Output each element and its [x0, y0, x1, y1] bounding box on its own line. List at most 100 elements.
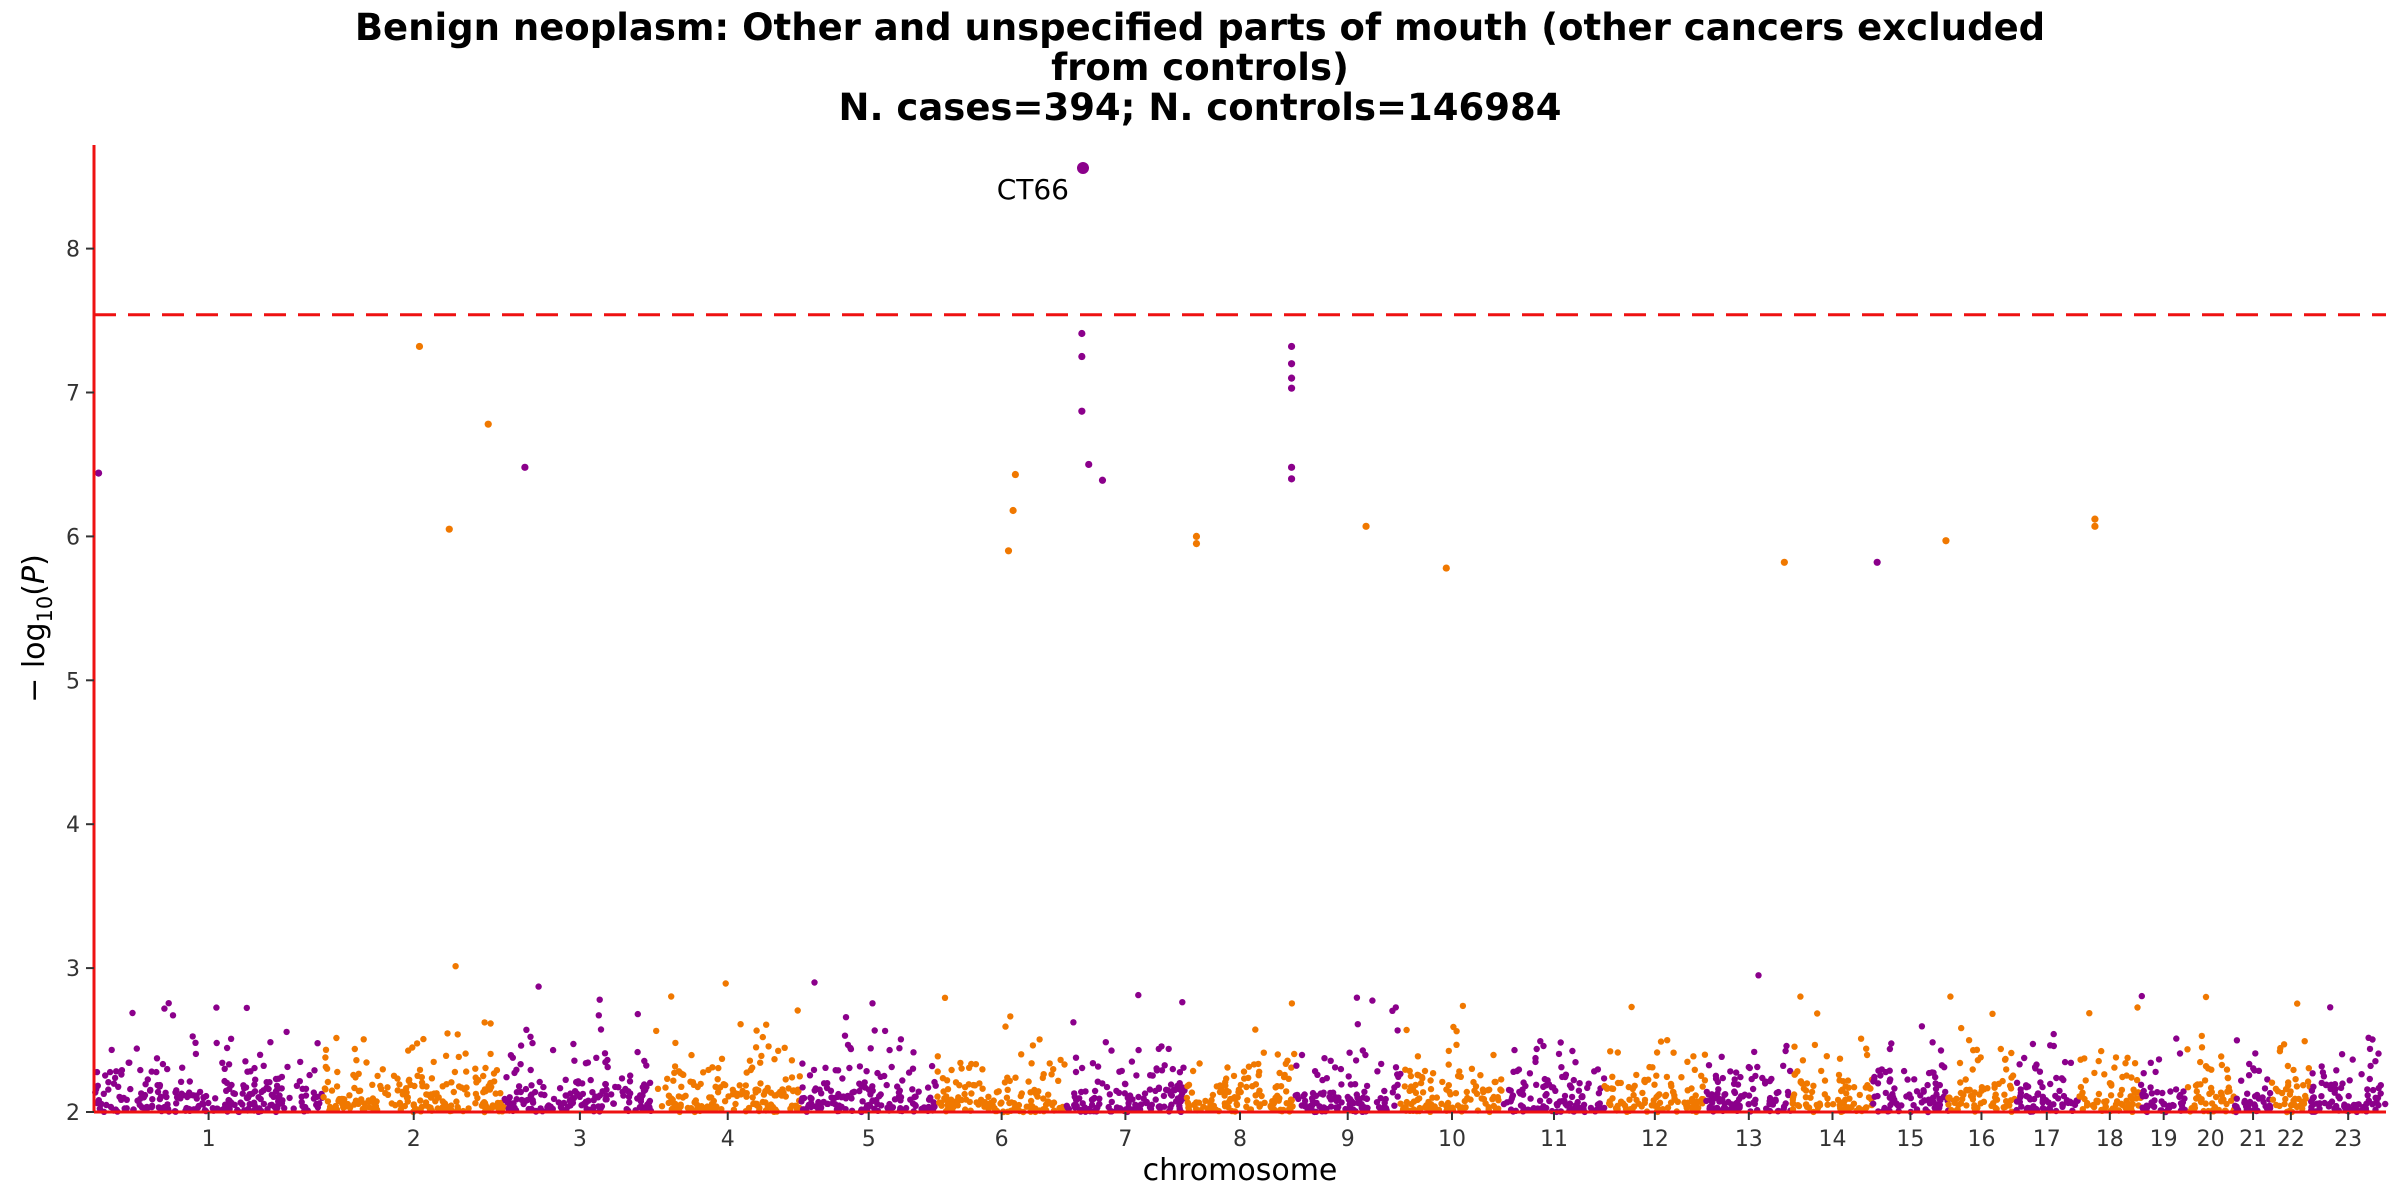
snp-point: [1351, 1081, 1359, 1088]
snp-point: [1167, 1091, 1175, 1098]
snp-point: [125, 1059, 132, 1066]
snp-point: [439, 1098, 446, 1105]
snp-point: [718, 1055, 726, 1063]
x-tick-label: 23: [2334, 1127, 2362, 1152]
snp-point: [2323, 1081, 2330, 1088]
snp-point: [2276, 1102, 2283, 1110]
snp-point: [1094, 1063, 1102, 1070]
snp-point: [1102, 1039, 1110, 1046]
snp-point: [1108, 1098, 1116, 1106]
snp-point: [2077, 1083, 2085, 1091]
snp-point: [1414, 1053, 1422, 1060]
snp-point: [1338, 1099, 1345, 1106]
snp-point: [2331, 1105, 2338, 1112]
snp-point: [1500, 1100, 1508, 1108]
snp-point: [1537, 1038, 1544, 1045]
snp-point: [1446, 1104, 1454, 1112]
snp-point: [1945, 1101, 1952, 1108]
snp-point: [1924, 1081, 1931, 1089]
chromosome-21-points: [2231, 1037, 2274, 1116]
snp-point: [812, 1103, 819, 1110]
snp-point: [1237, 1081, 1245, 1089]
snp-point: [1467, 1096, 1474, 1103]
snp-point: [1326, 1093, 1333, 1101]
snp-point: [455, 1083, 463, 1090]
snp-point: [1452, 1090, 1460, 1097]
snp-point: [924, 1084, 932, 1091]
snp-point: [1072, 1054, 1080, 1061]
x-tick-label: 8: [1233, 1127, 1247, 1152]
snp-point: [451, 1068, 459, 1076]
snp-point: [2148, 1090, 2156, 1097]
snp-point: [1133, 1072, 1140, 1079]
snp-point: [2184, 1084, 2192, 1091]
snp-point: [985, 1093, 992, 1101]
snp-point: [1641, 1099, 1649, 1107]
snp-point: [1137, 1101, 1145, 1108]
snp-point: [1076, 1095, 1083, 1102]
y-axis-title: − log10(P): [17, 554, 57, 703]
snp-point: [911, 1093, 918, 1101]
snp-point: [1188, 1089, 1196, 1096]
snp-point: [1775, 1088, 1782, 1096]
snp-point: [1445, 1082, 1453, 1089]
snp-point: [1288, 1064, 1295, 1071]
chromosome-15-points: [1870, 1023, 1952, 1116]
snp-point: [961, 1090, 968, 1098]
snp-point: [1490, 1102, 1498, 1110]
snp-point: [482, 1064, 489, 1072]
snp-point: [1116, 1068, 1123, 1075]
snp-point: [1733, 1069, 1740, 1076]
snp-point: [654, 1085, 662, 1093]
snp-point: [1734, 1081, 1742, 1088]
snp-point: [1141, 1090, 1149, 1097]
snp-point: [1795, 1102, 1803, 1110]
snp-point: [856, 1063, 864, 1070]
snp-point: [1814, 1010, 1821, 1017]
snp-point: [177, 1078, 185, 1086]
snp-point: [1140, 1095, 1147, 1102]
snp-point: [1808, 1088, 1816, 1096]
snp-point: [228, 1081, 235, 1089]
snp-point: [1129, 1096, 1136, 1103]
snp-point: [355, 1100, 362, 1108]
snp-point: [1255, 1060, 1262, 1068]
snp-point: [159, 1060, 167, 1068]
snp-point: [1797, 993, 1804, 1000]
snp-point: [1970, 1047, 1977, 1054]
snp-point: [2208, 1100, 2216, 1107]
snp-point: [450, 1088, 457, 1096]
snp-point: [221, 1065, 228, 1073]
snp-point: [1752, 1072, 1759, 1080]
snp-point: [771, 1056, 778, 1063]
hit-point: [1287, 475, 1296, 483]
snp-point: [195, 1102, 202, 1110]
snp-point: [1546, 1097, 1553, 1105]
chromosome-9-points: [1292, 994, 1404, 1116]
snp-point: [753, 1102, 760, 1109]
snp-point: [481, 1086, 489, 1093]
snp-point: [788, 1057, 796, 1064]
snp-point: [1664, 1104, 1672, 1111]
snp-point: [2018, 1103, 2025, 1110]
snp-point: [987, 1099, 994, 1107]
snp-point: [154, 1082, 161, 1089]
snp-point: [1708, 1091, 1716, 1098]
snp-point: [1055, 1077, 1062, 1085]
snp-point: [1791, 1043, 1798, 1050]
snp-point: [432, 1098, 439, 1105]
snp-point: [1445, 1061, 1452, 1068]
snp-point: [164, 1065, 171, 1073]
snp-point: [1984, 1085, 1991, 1092]
snp-point: [297, 1058, 304, 1066]
snp-point: [1561, 1092, 1569, 1100]
snp-point: [299, 1085, 306, 1093]
snp-point: [489, 1104, 496, 1111]
snp-point: [1333, 1104, 1340, 1111]
snp-point: [1701, 1077, 1709, 1084]
snp-point: [1156, 1105, 1164, 1112]
snp-point: [324, 1098, 332, 1105]
snp-point: [2134, 1004, 2141, 1011]
snp-point: [2144, 1103, 2151, 1111]
snp-point: [604, 1056, 611, 1064]
